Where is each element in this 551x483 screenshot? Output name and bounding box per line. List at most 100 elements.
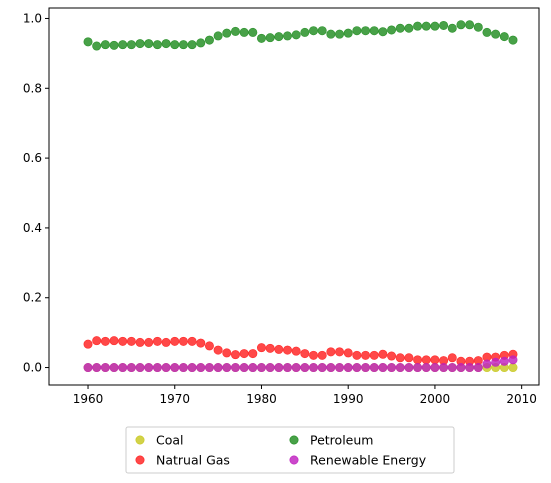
data-point <box>369 26 379 36</box>
legend-marker <box>135 455 145 465</box>
y-tick-label: 0.0 <box>23 361 42 375</box>
data-point <box>309 26 319 36</box>
data-point <box>326 29 336 39</box>
data-point <box>213 31 223 41</box>
data-point <box>473 22 483 32</box>
data-point <box>256 33 266 43</box>
data-point <box>404 353 414 363</box>
data-point <box>109 363 119 373</box>
data-point <box>413 21 423 31</box>
data-point <box>204 341 214 351</box>
legend-label: Petroleum <box>310 433 373 448</box>
data-point <box>239 27 249 37</box>
data-point <box>196 363 206 373</box>
data-point <box>274 363 284 373</box>
data-point <box>152 363 162 373</box>
data-point <box>92 363 102 373</box>
data-point <box>170 363 180 373</box>
data-point <box>248 363 258 373</box>
data-point <box>291 346 301 356</box>
data-point <box>309 363 319 373</box>
data-point <box>265 33 275 43</box>
data-point <box>230 363 240 373</box>
data-point <box>508 35 518 45</box>
data-point <box>326 347 336 357</box>
data-point <box>309 350 319 360</box>
data-point <box>256 343 266 353</box>
data-point <box>421 21 431 31</box>
y-tick-label: 0.8 <box>23 81 42 95</box>
data-point <box>482 27 492 37</box>
data-point <box>187 363 197 373</box>
data-point <box>361 363 371 373</box>
data-point <box>300 27 310 37</box>
data-point <box>421 363 431 373</box>
data-point <box>508 363 518 373</box>
data-point <box>300 363 310 373</box>
data-point <box>135 337 145 347</box>
data-point <box>456 20 466 30</box>
data-point <box>291 30 301 40</box>
data-point <box>196 38 206 48</box>
legend-label: Coal <box>156 433 184 448</box>
data-point <box>248 349 258 359</box>
data-point <box>447 353 457 363</box>
legend-box <box>125 426 455 474</box>
data-point <box>135 363 145 373</box>
y-axis: 0.0 0.2 0.4 0.6 0.8 1.0 <box>23 11 49 375</box>
data-point <box>352 363 362 373</box>
data-point <box>152 40 162 50</box>
data-point <box>282 363 292 373</box>
data-point <box>430 355 440 365</box>
data-point <box>135 39 145 49</box>
data-point <box>109 336 119 346</box>
data-point <box>499 32 509 42</box>
data-point <box>274 32 284 42</box>
data-point <box>118 336 128 346</box>
data-point <box>421 355 431 365</box>
data-point <box>395 353 405 363</box>
data-point <box>239 363 249 373</box>
data-point <box>204 363 214 373</box>
data-point <box>213 363 223 373</box>
data-point <box>473 363 483 373</box>
data-point <box>274 344 284 354</box>
data-point <box>152 336 162 346</box>
data-point <box>465 363 475 373</box>
series-natrual-gas <box>83 336 518 366</box>
data-point <box>387 25 397 35</box>
data-point <box>465 20 475 30</box>
y-tick-label: 1.0 <box>23 11 42 25</box>
data-point <box>439 363 449 373</box>
data-point <box>100 363 110 373</box>
data-point <box>326 363 336 373</box>
series-petroleum <box>83 20 518 51</box>
data-point <box>170 40 180 50</box>
data-point <box>378 363 388 373</box>
data-point <box>213 345 223 355</box>
data-point <box>343 348 353 358</box>
data-point <box>100 336 110 346</box>
data-point <box>265 343 275 353</box>
data-point <box>187 336 197 346</box>
data-point <box>387 351 397 361</box>
legend-marker <box>289 435 299 445</box>
legend-label: Renewable Energy <box>310 453 427 468</box>
legend-label: Natrual Gas <box>156 453 230 468</box>
data-point <box>413 363 423 373</box>
data-point <box>161 337 171 347</box>
data-point <box>178 336 188 346</box>
data-point <box>447 23 457 33</box>
legend-marker <box>289 455 299 465</box>
data-point <box>482 359 492 369</box>
data-point <box>447 363 457 373</box>
data-point <box>508 355 518 365</box>
y-tick-label: 0.4 <box>23 221 42 235</box>
data-point <box>204 35 214 45</box>
data-point <box>352 26 362 36</box>
data-point <box>395 23 405 33</box>
data-point <box>256 363 266 373</box>
data-point <box>265 363 275 373</box>
data-point <box>83 363 93 373</box>
data-point <box>430 363 440 373</box>
